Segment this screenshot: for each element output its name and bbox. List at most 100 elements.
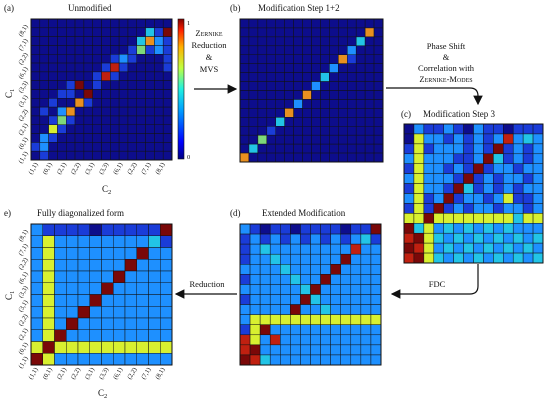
matrix-cell [39, 27, 49, 37]
matrix-cell [136, 106, 146, 117]
matrix-cell [290, 223, 301, 235]
matrix-cell [57, 115, 67, 126]
matrix-cell [373, 63, 384, 73]
matrix-cell [532, 133, 544, 145]
x-tick-label: (0,1) [42, 367, 54, 381]
matrix-cell [259, 274, 271, 285]
matrix-cell [275, 36, 285, 47]
matrix-cell [350, 274, 362, 285]
matrix-cell [310, 264, 321, 275]
matrix-cell [42, 341, 55, 354]
matrix-cell [74, 45, 85, 55]
matrix-cell [347, 72, 357, 82]
matrix-cell [403, 153, 415, 164]
matrix-cell [370, 334, 382, 346]
matrix-cell [284, 117, 294, 127]
matrix-cell [154, 80, 164, 90]
matrix-cell [503, 183, 514, 194]
matrix-cell [249, 354, 261, 366]
matrix-cell [57, 54, 67, 64]
arrow-bc-label-3: Correlation with [418, 63, 475, 73]
matrix-cell [293, 72, 303, 82]
matrix-cell [311, 90, 321, 100]
matrix-cell [433, 242, 444, 254]
matrix-cell [522, 213, 534, 224]
matrix-cell [302, 99, 312, 109]
matrix-cell [30, 54, 41, 64]
matrix-cell [347, 108, 357, 118]
matrix-cell [259, 314, 271, 325]
matrix-cell [30, 235, 43, 248]
matrix-cell [302, 18, 312, 29]
matrix-cell [239, 134, 250, 145]
matrix-cell [110, 54, 120, 64]
matrix-cell [403, 242, 415, 254]
matrix-cell [39, 62, 49, 73]
matrix-cell [512, 223, 524, 234]
matrix-cell [522, 153, 534, 164]
matrix-cell [101, 353, 114, 366]
matrix-cell [239, 334, 251, 346]
matrix-cell [300, 314, 311, 325]
matrix-cell [162, 54, 173, 64]
matrix-cell [248, 63, 259, 73]
matrix-cell [269, 294, 281, 305]
matrix-cell [77, 306, 90, 319]
matrix-cell [329, 108, 339, 118]
matrix-cell [355, 54, 366, 64]
matrix-cell [300, 233, 311, 245]
matrix-cell [284, 90, 294, 100]
matrix-cell [66, 329, 79, 342]
matrix-cell [118, 142, 129, 152]
matrix-cell [66, 142, 76, 152]
matrix-cell [300, 294, 311, 305]
matrix-cell [310, 334, 321, 346]
matrix-cell [360, 284, 372, 295]
matrix-cell [239, 45, 250, 56]
matrix-cell [77, 223, 90, 236]
matrix-cell [74, 150, 85, 161]
matrix-cell [532, 193, 544, 204]
matrix-cell [293, 143, 303, 154]
matrix-cell [113, 270, 126, 283]
matrix-cell [145, 142, 155, 152]
matrix-cell [284, 45, 294, 56]
matrix-cell [503, 223, 514, 234]
matrix-cell [136, 259, 149, 272]
matrix-cell [66, 247, 79, 260]
matrix-cell [110, 150, 120, 161]
matrix-cell [338, 54, 348, 64]
matrix-cell [311, 99, 321, 109]
matrix-cell [473, 133, 484, 145]
matrix-cell [311, 108, 321, 118]
matrix-cell [257, 143, 268, 154]
matrix-cell [330, 354, 341, 366]
matrix-cell [512, 133, 524, 145]
matrix-cell [293, 126, 303, 136]
matrix-cell [248, 27, 259, 38]
matrix-cell [275, 134, 285, 145]
matrix-cell [364, 152, 375, 163]
matrix-cell [423, 173, 435, 184]
matrix-cell [370, 324, 382, 336]
matrix-cell [330, 223, 341, 235]
matrix-cell [259, 223, 271, 235]
matrix-cell [83, 106, 93, 117]
matrix-cell [74, 89, 85, 99]
matrix-cell [89, 259, 102, 272]
matrix-cell [160, 341, 173, 354]
matrix-cell [355, 143, 366, 154]
matrix-cell [30, 71, 41, 81]
matrix-cell [77, 317, 90, 330]
matrix-cell [266, 152, 276, 163]
matrix-cell [320, 63, 330, 73]
matrix-cell [92, 106, 102, 117]
matrix-cell [77, 270, 90, 283]
matrix-cell [39, 54, 49, 64]
matrix-cell [320, 72, 330, 82]
matrix-cell [77, 282, 90, 295]
matrix-cell [532, 223, 544, 234]
matrix-cell [443, 143, 454, 155]
matrix-cell [503, 252, 514, 264]
matrix-cell [370, 304, 382, 315]
